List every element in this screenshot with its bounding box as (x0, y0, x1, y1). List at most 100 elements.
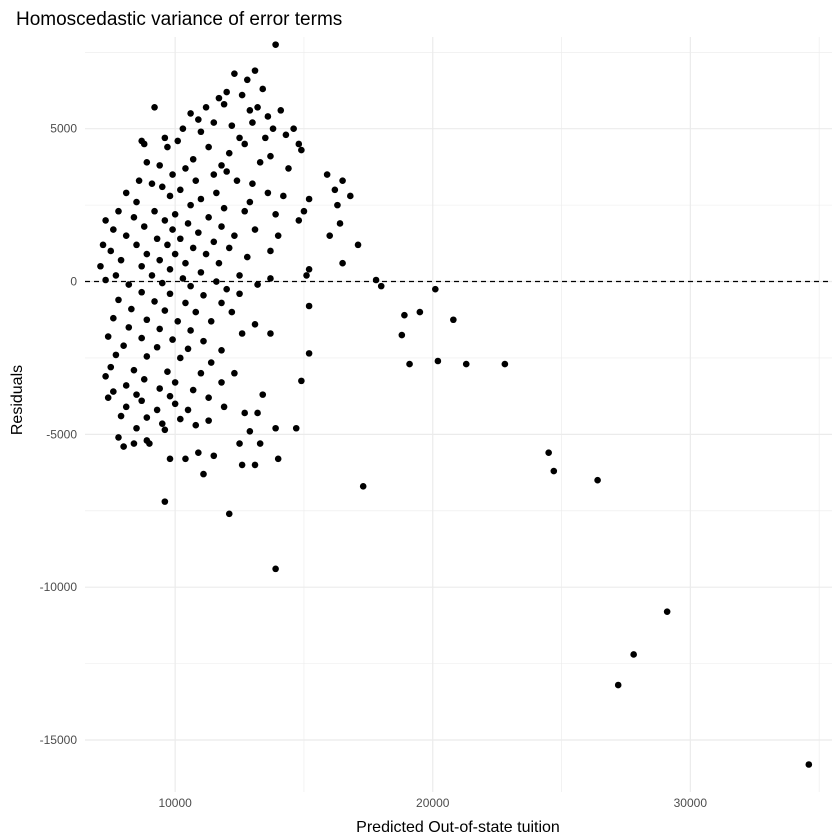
data-point (177, 235, 184, 243)
data-point (138, 262, 145, 270)
data-point (295, 217, 303, 224)
data-point (241, 140, 249, 148)
data-point (187, 201, 194, 209)
y-tick-label: 0 (70, 275, 77, 289)
data-point (146, 440, 153, 447)
data-point (254, 409, 261, 417)
grid (85, 37, 832, 792)
data-point (171, 379, 179, 386)
data-point (630, 651, 637, 658)
data-point (104, 333, 112, 340)
data-point (215, 259, 223, 267)
data-point (130, 214, 138, 221)
data-point (102, 276, 109, 284)
data-point (210, 238, 218, 246)
data-point (195, 449, 202, 457)
data-point (166, 266, 174, 273)
data-point (501, 360, 509, 368)
data-point (182, 299, 189, 307)
data-point (140, 376, 148, 383)
data-point (594, 476, 601, 484)
data-point (298, 146, 305, 154)
data-point (138, 397, 145, 405)
data-point (140, 223, 148, 230)
data-point (189, 386, 197, 394)
data-point (112, 351, 120, 359)
data-point (158, 183, 166, 191)
data-point (164, 368, 171, 376)
data-point (174, 137, 182, 145)
data-point (218, 223, 225, 230)
data-point (251, 67, 259, 74)
data-point (158, 420, 166, 427)
data-point (231, 369, 238, 377)
data-point (210, 171, 218, 178)
data-point (241, 409, 249, 417)
data-point (432, 285, 439, 293)
data-point (189, 155, 197, 163)
data-point (179, 275, 187, 282)
data-points (97, 41, 813, 768)
data-point (153, 343, 161, 351)
data-point (122, 403, 130, 411)
data-point (189, 244, 197, 252)
tick-labels: 10000 20000 30000 5000 0 -5000 -10000 -15000 (40, 122, 708, 810)
data-point (246, 107, 254, 114)
data-point (151, 104, 158, 111)
data-point (148, 272, 156, 279)
data-point (161, 217, 169, 224)
data-point (128, 305, 135, 313)
data-point (218, 347, 225, 354)
data-point (290, 125, 297, 133)
data-point (156, 256, 163, 264)
data-point (220, 100, 228, 108)
data-point (663, 608, 671, 615)
data-point (102, 372, 109, 380)
data-point (104, 394, 112, 401)
data-point (218, 379, 225, 386)
data-point (249, 119, 256, 126)
data-point (174, 317, 182, 325)
data-point (262, 134, 269, 142)
data-point (133, 391, 140, 398)
data-point (241, 207, 249, 215)
data-point (151, 207, 158, 215)
data-point (251, 321, 259, 328)
data-point (280, 192, 287, 200)
data-point (166, 392, 174, 400)
data-point (238, 461, 246, 469)
data-point (339, 177, 346, 184)
data-point (223, 285, 230, 293)
data-point (161, 426, 169, 434)
data-point (143, 414, 151, 421)
data-point (354, 241, 362, 249)
data-point (295, 140, 303, 148)
data-point (169, 226, 176, 233)
data-point (300, 207, 308, 215)
data-point (205, 214, 212, 221)
data-point (161, 134, 169, 142)
data-point (184, 406, 192, 414)
data-point (107, 363, 115, 371)
data-point (195, 229, 202, 236)
data-point (130, 440, 138, 447)
data-point (179, 125, 187, 133)
data-point (156, 325, 163, 333)
data-point (182, 165, 189, 172)
data-point (202, 250, 210, 258)
data-point (187, 282, 194, 290)
data-point (372, 276, 380, 284)
data-point (171, 250, 179, 258)
data-point (130, 366, 138, 374)
y-tick-label: -5000 (46, 427, 77, 441)
data-point (184, 220, 192, 227)
data-point (339, 259, 346, 267)
data-point (143, 250, 151, 258)
data-point (285, 165, 292, 172)
data-point (166, 455, 174, 463)
data-point (177, 354, 184, 362)
data-point (133, 241, 140, 249)
data-point (115, 296, 122, 304)
data-point (267, 330, 274, 337)
